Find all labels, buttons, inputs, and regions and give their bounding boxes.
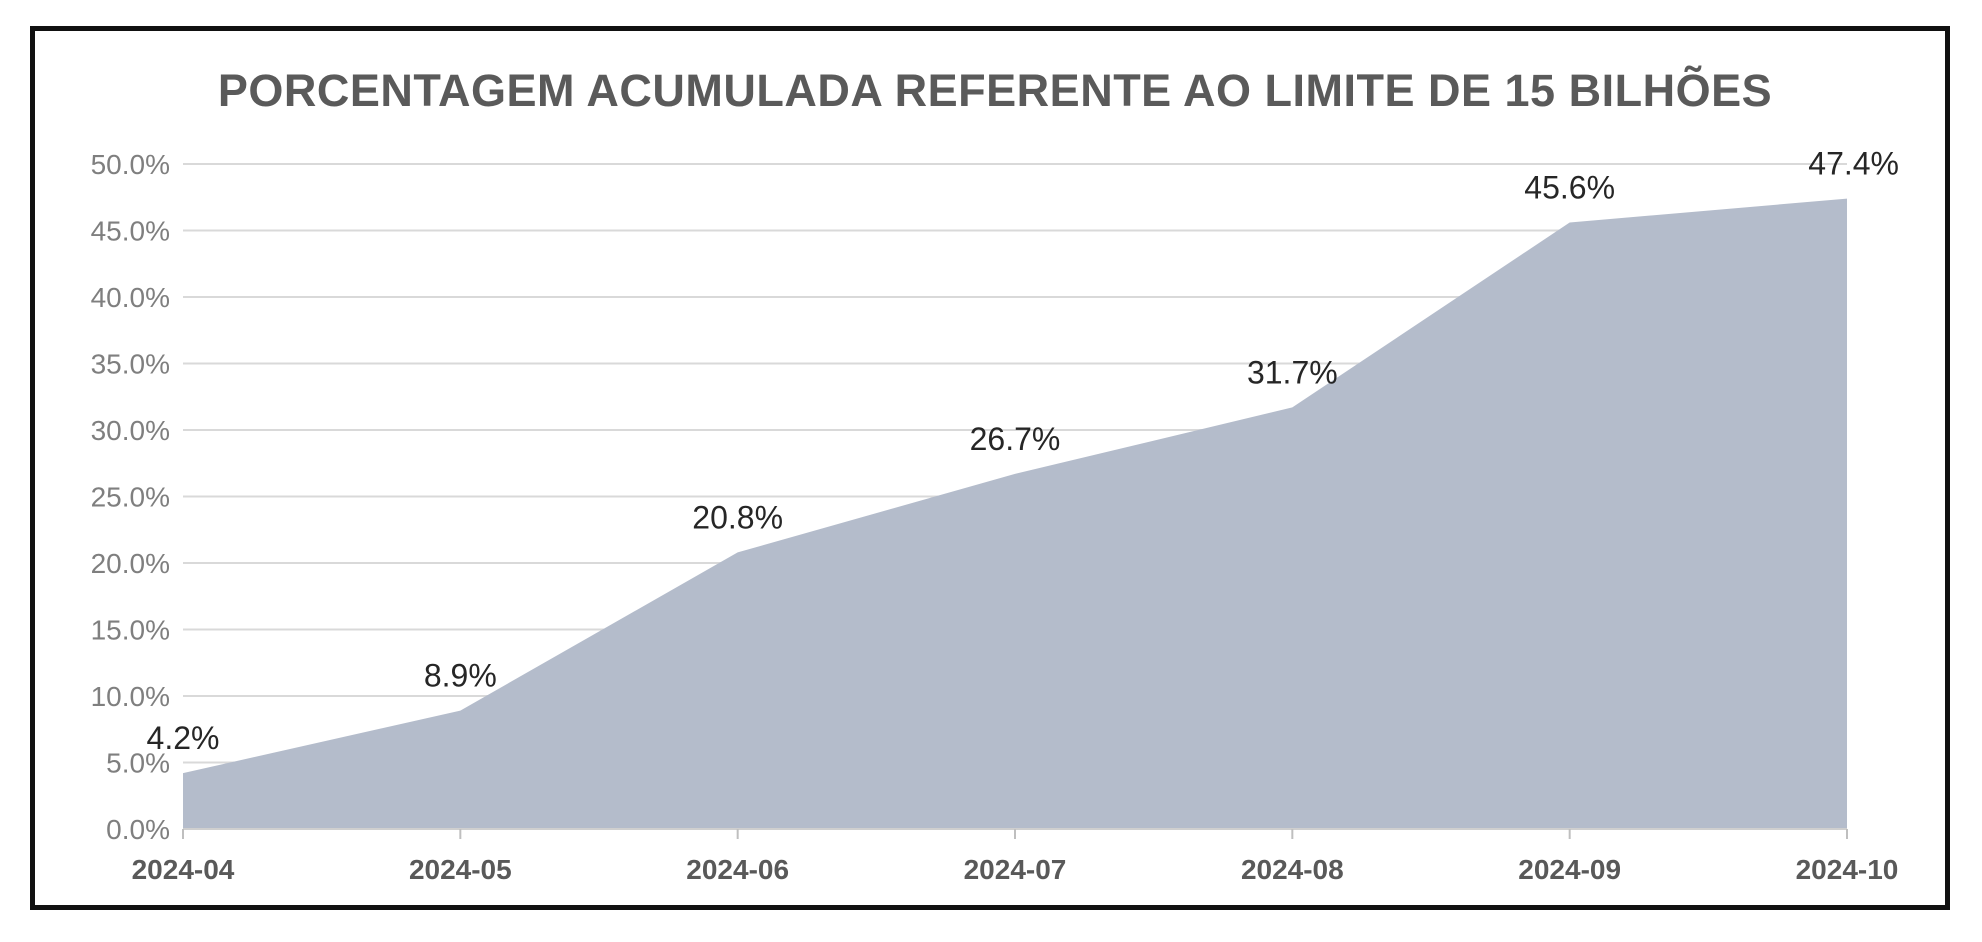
data-label: 4.2%	[147, 720, 220, 756]
chart-frame: PORCENTAGEM ACUMULADA REFERENTE AO LIMIT…	[30, 26, 1950, 910]
y-tick-label: 0.0%	[106, 814, 170, 845]
y-tick-label: 35.0%	[91, 349, 170, 380]
data-label: 26.7%	[970, 421, 1061, 457]
data-label: 31.7%	[1247, 354, 1338, 390]
x-tick-label: 2024-05	[409, 854, 512, 885]
y-tick-label: 40.0%	[91, 282, 170, 313]
x-tick-label: 2024-10	[1796, 854, 1899, 885]
x-tick-label: 2024-04	[132, 854, 235, 885]
y-tick-label: 10.0%	[91, 681, 170, 712]
data-label: 47.4%	[1808, 146, 1899, 182]
y-tick-label: 5.0%	[106, 748, 170, 779]
y-tick-label: 30.0%	[91, 415, 170, 446]
x-tick-label: 2024-08	[1241, 854, 1344, 885]
y-tick-label: 45.0%	[91, 216, 170, 247]
x-tick-label: 2024-09	[1518, 854, 1621, 885]
chart-plot-area: 0.0% 5.0% 10.0% 15.0% 20.0% 25.0% 30.0% 35.0% 40…	[91, 146, 1899, 885]
y-tick-label: 50.0%	[91, 149, 170, 180]
data-label: 45.6%	[1524, 170, 1615, 206]
x-tick-label: 2024-07	[964, 854, 1067, 885]
y-tick-label: 20.0%	[91, 548, 170, 579]
y-tick-label: 25.0%	[91, 482, 170, 513]
x-tick-label: 2024-06	[686, 854, 789, 885]
y-tick-label: 15.0%	[91, 615, 170, 646]
area-series	[183, 198, 1847, 829]
data-label: 8.9%	[424, 658, 497, 694]
chart-title: PORCENTAGEM ACUMULADA REFERENTE AO LIMIT…	[217, 65, 1773, 116]
data-label: 20.8%	[692, 499, 783, 535]
